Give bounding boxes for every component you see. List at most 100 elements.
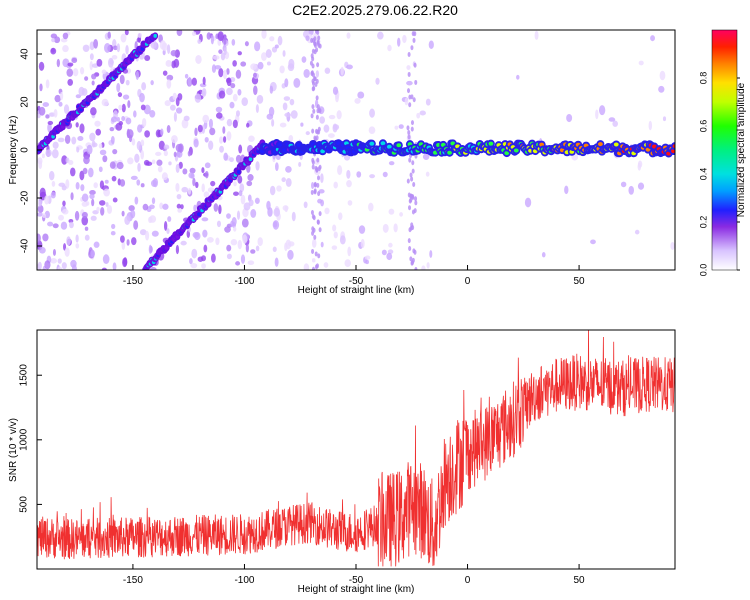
spectrogram-noise-cell [311,104,315,110]
spectrogram-noise-cell [50,258,58,264]
spectrogram-noise-cell [167,44,171,55]
colorbar-tick-label: 0.4 [698,168,708,181]
spectrogram-noise-cell [409,172,413,178]
spectrogram-noise-cell [203,244,208,253]
spectrogram-noise-cell [47,120,54,125]
spectrogram-noise-cell [413,208,417,214]
spectrogram-noise-cell [133,220,139,230]
spectrogram-ridge-core [672,144,675,149]
spectrogram-noise-cell [131,138,136,146]
spectrogram-noise-cell [116,82,121,93]
spectrogram-noise-cell [119,179,126,187]
spectrogram-noise-cell [175,244,180,255]
snr-x-label: Height of straight line (km) [298,584,415,595]
spectrogram-noise-cell [111,223,116,230]
spectrogram-ridge-core [164,245,169,250]
spectrogram-noise-cell [45,114,50,119]
spectrogram-noise-cell [188,172,195,179]
spectrogram-noise-cell [275,162,279,172]
spectrogram-noise-cell [317,253,321,259]
spectrogram-noise-cell [94,120,101,127]
spectrogram-noise-cell [110,231,116,236]
spectrogram-noise-cell [204,136,209,143]
spectrogram-noise-cell [61,155,68,165]
spectrogram-noise-cell [273,207,281,217]
spectrogram-noise-cell [331,245,338,250]
spectrogram-noise-cell [50,47,57,55]
spectrogram-noise-cell [99,149,107,156]
spectrogram-noise-cell [64,134,71,144]
spectrogram-noise-cell [170,104,176,111]
spectrogram-noise-cell [313,36,317,42]
spectrogram-noise-cell [145,230,150,241]
spectrogram-noise-cell [62,44,69,53]
spectrogram-noise-cell [226,77,232,87]
spectrogram-noise-cell [170,50,177,57]
spectrogram-noise-cell [81,215,89,226]
spectrogram-noise-cell [598,105,606,116]
spectrogram-noise-cell [37,233,41,243]
spectrogram-noise-cell [368,126,376,134]
spectrogram-noise-cell [319,116,325,124]
spectrogram-noise-cell [202,76,206,85]
spectrogram-noise-cell [173,151,177,158]
spectrogram-noise-cell [75,181,80,190]
spectrogram-noise-cell [269,85,274,94]
spectrogram-noise-cell [180,240,187,246]
spectrogram-noise-cell [637,160,643,168]
spectrogram-noise-cell [284,78,289,88]
spectrogram-noise-cell [149,109,156,118]
spectrogram-noise-cell [180,204,184,210]
spectrogram-noise-cell [318,227,322,233]
spectrogram-noise-cell [120,33,127,43]
spectrogram-noise-cell [287,63,295,72]
spectrogram-ridge-core [513,148,519,153]
spectrogram-noise-cell [197,124,203,133]
spectrogram-noise-cell [285,177,292,187]
spectrogram-noise-cell [314,264,318,270]
spectrogram-noise-cell [84,234,90,241]
spectrogram-noise-cell [388,208,395,215]
spectrogram-x-tick-label: -150 [123,276,143,287]
spectrogram-noise-cell [216,112,223,119]
spectrogram-noise-cell [210,34,214,45]
spectrogram-ridge-core [504,151,510,156]
spectrogram-noise-cell [51,148,59,159]
spectrogram-noise-cell [408,94,412,100]
spectrogram-noise-cell [230,82,236,89]
spectrogram-noise-cell [240,194,246,205]
spectrogram-noise-cell [166,79,172,89]
spectrogram-noise-cell [120,235,125,243]
spectrogram-noise-cell [175,143,183,153]
spectrogram-noise-cell [282,102,288,111]
spectrogram-noise-cell [232,119,238,129]
colorbar-tick-label: 0.2 [698,216,708,229]
spectrogram-noise-cell [670,241,675,250]
spectrogram-noise-cell [381,249,387,256]
spectrogram-noise-cell [116,161,124,170]
spectrogram-ridge-core [248,157,253,162]
spectrogram-noise-cell [313,182,317,188]
spectrogram-noise-cell [157,165,163,173]
spectrogram-noise-cell [89,132,96,142]
spectrogram-noise-cell [411,160,415,166]
spectrogram-noise-cell [124,215,131,226]
spectrogram-noise-cell [74,210,80,221]
spectrogram-noise-cell [208,118,213,129]
spectrogram-noise-cell [109,126,115,132]
spectrogram-noise-cell [229,157,234,163]
spectrogram-noise-cell [245,243,249,253]
spectrogram-noise-cell [47,123,52,133]
spectrogram-noise-cell [148,244,152,255]
spectrogram-noise-cell [159,202,164,210]
spectrogram-noise-cell [81,211,88,219]
spectrogram-noise-cell [104,179,109,184]
spectrogram-noise-cell [83,156,90,165]
spectrogram-noise-cell [237,88,242,96]
spectrogram-noise-cell [284,112,292,118]
spectrogram-noise-cell [75,122,79,128]
spectrogram-noise-cell [62,200,66,207]
spectrogram-noise-cell [658,85,665,93]
spectrogram-noise-cell [212,55,220,60]
spectrogram-noise-cell [70,192,74,201]
